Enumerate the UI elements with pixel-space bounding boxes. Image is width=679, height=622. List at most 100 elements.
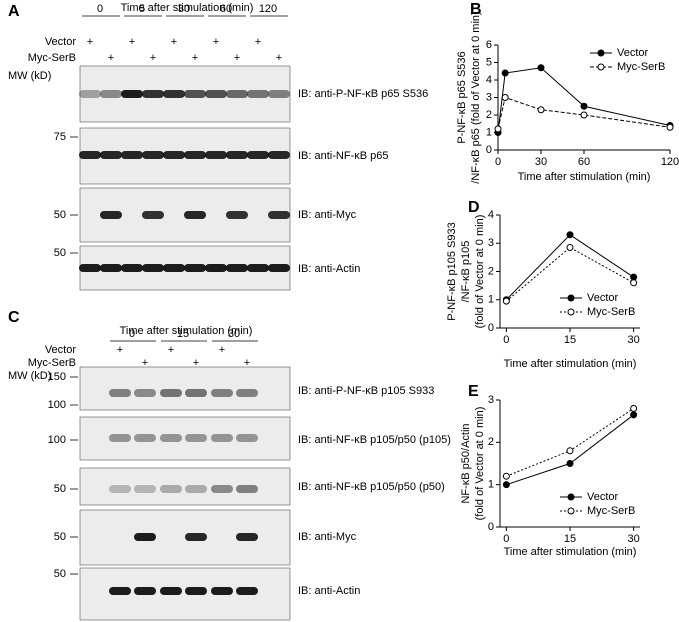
sign: +	[276, 52, 282, 64]
time-label: 15	[177, 328, 189, 340]
x-tick-label: 120	[661, 156, 679, 168]
blot	[79, 416, 291, 461]
legend-label: Vector	[617, 47, 649, 59]
row-label: Myc-SerB	[28, 357, 76, 369]
time-label: 120	[259, 3, 277, 15]
data-point	[630, 411, 638, 419]
band	[236, 434, 258, 442]
y-tick-label: 3	[488, 394, 494, 406]
band	[121, 151, 143, 159]
legend-marker	[597, 49, 605, 57]
band	[236, 389, 258, 397]
sign: +	[193, 357, 199, 369]
band	[163, 90, 185, 98]
ib-label: IB: anti-NF-κB p65	[298, 150, 388, 162]
band	[205, 90, 227, 98]
x-tick-label: 0	[503, 533, 509, 545]
band	[79, 264, 101, 272]
band	[185, 485, 207, 493]
sign: +	[213, 36, 219, 48]
band	[184, 264, 206, 272]
data-point	[502, 481, 510, 489]
band	[163, 151, 185, 159]
sign: +	[234, 52, 240, 64]
band	[211, 434, 233, 442]
band	[100, 90, 122, 98]
band	[160, 389, 182, 397]
legend-marker	[567, 493, 575, 501]
y-tick-label: 3	[488, 237, 494, 249]
ib-label: IB: anti-Myc	[298, 209, 357, 221]
data-point	[580, 102, 588, 110]
y-tick-label: 1	[488, 479, 494, 491]
band	[185, 434, 207, 442]
row-label: Vector	[45, 344, 77, 356]
x-tick-label: 0	[495, 156, 501, 168]
y-axis-label: NF-κB p50/Actin	[460, 423, 472, 503]
band	[79, 151, 101, 159]
series-line	[497, 67, 671, 133]
band	[185, 587, 207, 595]
band	[247, 151, 269, 159]
band	[205, 151, 227, 159]
sign: +	[142, 357, 148, 369]
y-tick-label: 2	[486, 109, 492, 121]
time-label: 30	[178, 3, 190, 15]
x-axis-label: Time after stimulation (min)	[504, 546, 637, 558]
legend-label: Vector	[587, 292, 619, 304]
mw-label: 50	[54, 568, 66, 580]
time-title: Time after stimulation (min)	[121, 2, 254, 14]
mw-title: MW (kD)	[8, 70, 51, 82]
time-label: 0	[97, 3, 103, 15]
band	[211, 587, 233, 595]
band	[184, 151, 206, 159]
y-tick-label: 4	[486, 74, 492, 86]
data-point	[537, 106, 545, 114]
sign: +	[168, 344, 174, 356]
band	[185, 533, 207, 541]
data-point	[537, 64, 545, 72]
band	[134, 533, 156, 541]
panel-letter: B	[470, 1, 482, 18]
y-tick-label: 0	[488, 322, 494, 334]
y-tick-label: 4	[488, 209, 494, 221]
band	[142, 264, 164, 272]
band	[185, 389, 207, 397]
band	[268, 90, 290, 98]
ib-label: IB: anti-Myc	[298, 531, 357, 543]
ib-label: IB: anti-P-NF-κB p65 S536	[298, 88, 428, 100]
sign: +	[108, 52, 114, 64]
band	[184, 90, 206, 98]
data-point	[566, 231, 574, 239]
y-tick-label: 6	[486, 39, 492, 51]
time-title: Time after stimulation (min)	[120, 325, 253, 337]
sign: +	[171, 36, 177, 48]
band	[134, 587, 156, 595]
ib-label: IB: anti-P-NF-κB p105 S933	[298, 385, 434, 397]
data-point	[502, 472, 510, 480]
ib-label: IB: anti-NF-κB p105/p50 (p50)	[298, 481, 445, 493]
y-axis-label: (fold of Vector at 0 min)	[474, 407, 486, 521]
sign: +	[129, 36, 135, 48]
row-label: Vector	[45, 36, 77, 48]
row-label: Myc-SerB	[28, 52, 76, 64]
band	[109, 485, 131, 493]
y-tick-label: 5	[486, 56, 492, 68]
band	[100, 264, 122, 272]
band	[236, 533, 258, 541]
ib-label: IB: anti-Actin	[298, 263, 360, 275]
band	[211, 389, 233, 397]
data-point	[501, 94, 509, 101]
band	[160, 434, 182, 442]
mw-label: 100	[48, 399, 66, 411]
sign: +	[219, 344, 225, 356]
y-axis-label: (fold of Vector at 0 min)	[474, 215, 486, 329]
band	[268, 264, 290, 272]
band	[142, 151, 164, 159]
y-axis-label: /NF-κB p105	[460, 241, 472, 303]
legend-marker	[567, 308, 575, 316]
band	[79, 90, 101, 98]
panel-letter: C	[8, 309, 20, 326]
ib-label: IB: anti-NF-κB p105/p50 (p105)	[298, 434, 451, 446]
band	[268, 211, 290, 219]
